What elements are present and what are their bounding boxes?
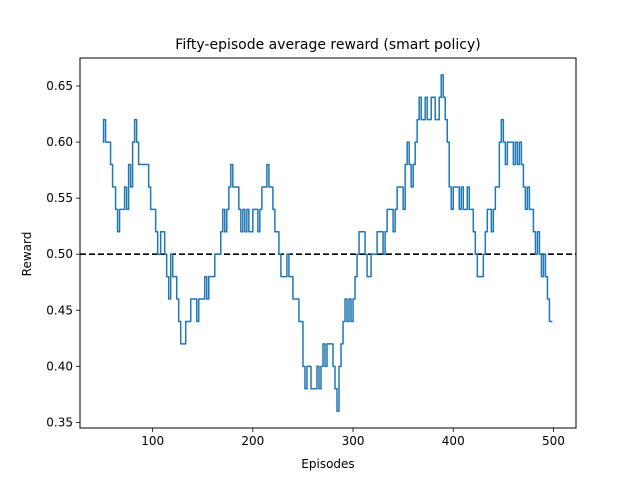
x-tick-label: 400 xyxy=(442,434,465,448)
y-tick-label: 0.45 xyxy=(46,303,73,317)
x-tick-label: 300 xyxy=(342,434,365,448)
x-axis-label: Episodes xyxy=(301,457,354,471)
y-axis-label: Reward xyxy=(20,232,34,277)
plot-frame xyxy=(79,57,577,429)
reward-series-line xyxy=(102,74,553,412)
y-tick-label: 0.50 xyxy=(46,247,73,261)
y-tick-label: 0.40 xyxy=(46,359,73,373)
x-tick-label: 500 xyxy=(542,434,565,448)
y-tick-label: 0.65 xyxy=(46,79,73,93)
plot-area xyxy=(80,74,576,412)
y-tick-label: 0.35 xyxy=(46,415,73,429)
chart-title: Fifty-episode average reward (smart poli… xyxy=(175,37,480,53)
y-tick-label: 0.60 xyxy=(46,135,73,149)
x-tick-label: 100 xyxy=(141,434,164,448)
y-axis: 0.35 0.40 0.45 0.50 0.55 0.60 0.65 xyxy=(46,79,80,429)
y-tick-label: 0.55 xyxy=(46,191,73,205)
x-tick-label: 200 xyxy=(241,434,264,448)
x-axis: 100 200 300 400 500 xyxy=(141,428,565,448)
